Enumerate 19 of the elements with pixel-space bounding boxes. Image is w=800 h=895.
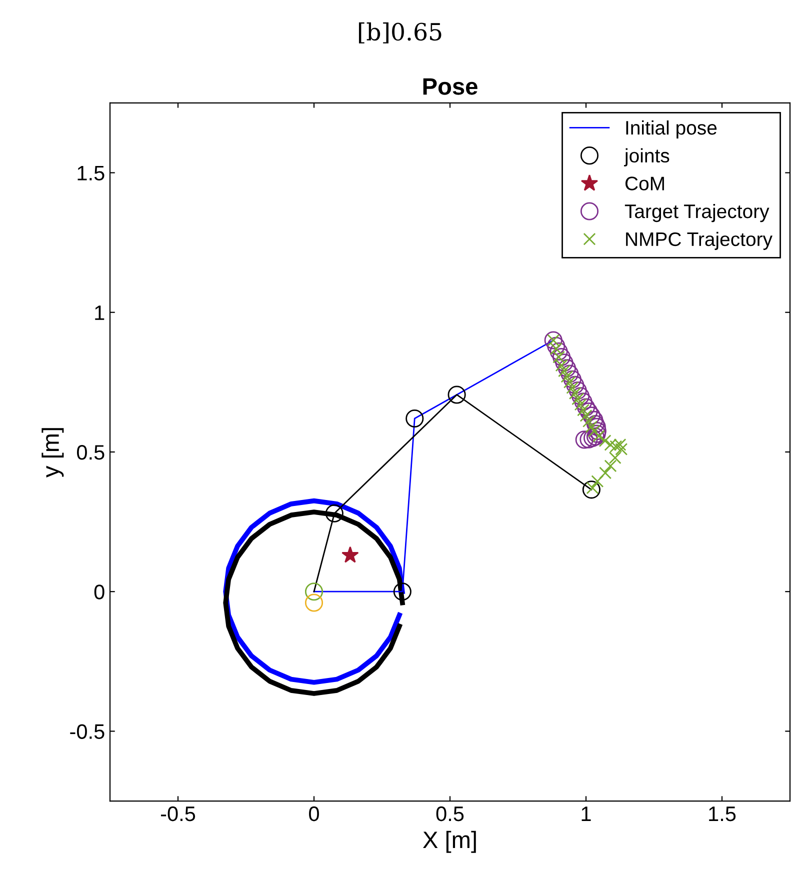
legend-label: CoM (625, 176, 664, 190)
y-tick-label: 0.5 (76, 444, 104, 460)
x-tick-label: -0.5 (160, 806, 196, 822)
legend-label: Initial pose (626, 120, 717, 139)
y-tick-label: 1 (95, 306, 104, 320)
chart-title: Pose (423, 78, 478, 95)
legend-label: Target Trajectory (624, 204, 770, 222)
y-tick-label: -0.5 (70, 724, 104, 739)
y-tick-label: 0 (94, 584, 104, 600)
y-axis-title: y [m] (42, 428, 64, 478)
x-axis-title: X [m] (422, 830, 476, 853)
x-tick-label: 1.5 (709, 806, 736, 822)
y-tick-label: 1.5 (78, 166, 104, 180)
text: [b]0.65 (358, 22, 442, 44)
x-tick-label: 1 (582, 806, 591, 821)
legend-label: joints (624, 148, 670, 166)
legend-label: NMPC Trajectory (626, 232, 772, 250)
x-tick-label: 0 (309, 806, 319, 822)
x-tick-label: 0.5 (436, 806, 464, 822)
